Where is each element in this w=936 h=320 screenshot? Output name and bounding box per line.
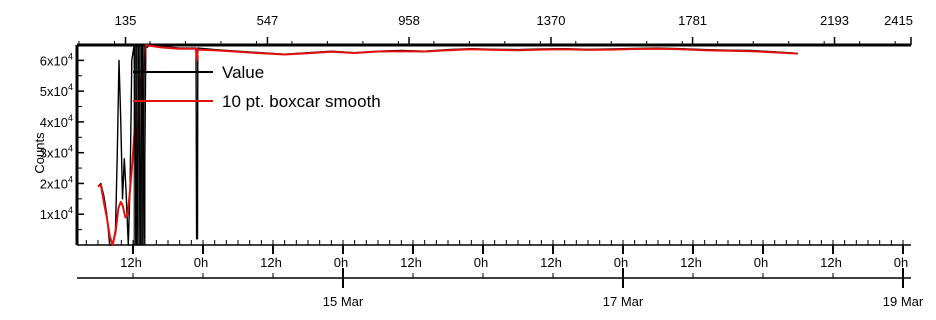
series-lines: [97, 44, 799, 246]
y-tick-mantissa: 4x10: [40, 115, 68, 130]
legend: Value 10 pt. boxcar smooth: [133, 63, 381, 111]
hour-tick-label: 0h: [614, 255, 628, 270]
top-tick-label: 2415: [884, 13, 913, 28]
y-tick-exponent: 4: [68, 51, 73, 61]
y-tick-label: 1x104: [40, 205, 73, 222]
y-tick-label: 5x104: [40, 82, 73, 99]
hour-tick-label: 0h: [474, 255, 488, 270]
y-tick-mantissa: 3x10: [40, 146, 68, 161]
hour-tick-label: 0h: [754, 255, 768, 270]
hour-tick-label: 0h: [194, 255, 208, 270]
hour-tick-label: 0h: [334, 255, 348, 270]
y-tick-label: 6x104: [40, 51, 73, 68]
y-tick-exponent: 4: [68, 144, 73, 154]
y-tick-mantissa: 6x10: [40, 53, 68, 68]
hour-tick-label: 12h: [820, 255, 842, 270]
hour-tick-label: 12h: [680, 255, 702, 270]
y-tick-exponent: 4: [68, 82, 73, 92]
y-tick-mantissa: 5x10: [40, 84, 68, 99]
series-line-0: [97, 44, 799, 246]
y-tick-label: 2x104: [40, 174, 73, 191]
y-tick-mantissa: 2x10: [40, 176, 68, 191]
hour-tick-label: 12h: [540, 255, 562, 270]
y-tick-label: 4x104: [40, 113, 73, 130]
y-axis-label: Counts: [32, 132, 47, 174]
hour-tick-label: 12h: [400, 255, 422, 270]
day-tick-label: 19 Mar: [883, 294, 924, 309]
series-line-1: [97, 44, 799, 246]
top-tick-label: 958: [398, 13, 420, 28]
top-tick-label: 547: [257, 13, 279, 28]
y-tick-label: 3x104: [40, 144, 73, 161]
legend-label: Value: [222, 63, 264, 82]
y-tick-mantissa: 1x10: [40, 207, 68, 222]
top-tick-label: 1781: [678, 13, 707, 28]
top-tick-label: 2193: [820, 13, 849, 28]
y-tick-exponent: 4: [68, 113, 73, 123]
y-tick-exponent: 4: [68, 205, 73, 215]
y-tick-exponent: 4: [68, 174, 73, 184]
top-tick-label: 1370: [537, 13, 566, 28]
hour-tick-label: 12h: [260, 255, 282, 270]
day-tick-label: 17 Mar: [603, 294, 644, 309]
day-tick-label: 15 Mar: [323, 294, 364, 309]
hour-tick-label: 12h: [120, 255, 142, 270]
legend-label: 10 pt. boxcar smooth: [222, 92, 381, 111]
top-tick-label: 135: [115, 13, 137, 28]
hour-tick-label: 0h: [894, 255, 908, 270]
